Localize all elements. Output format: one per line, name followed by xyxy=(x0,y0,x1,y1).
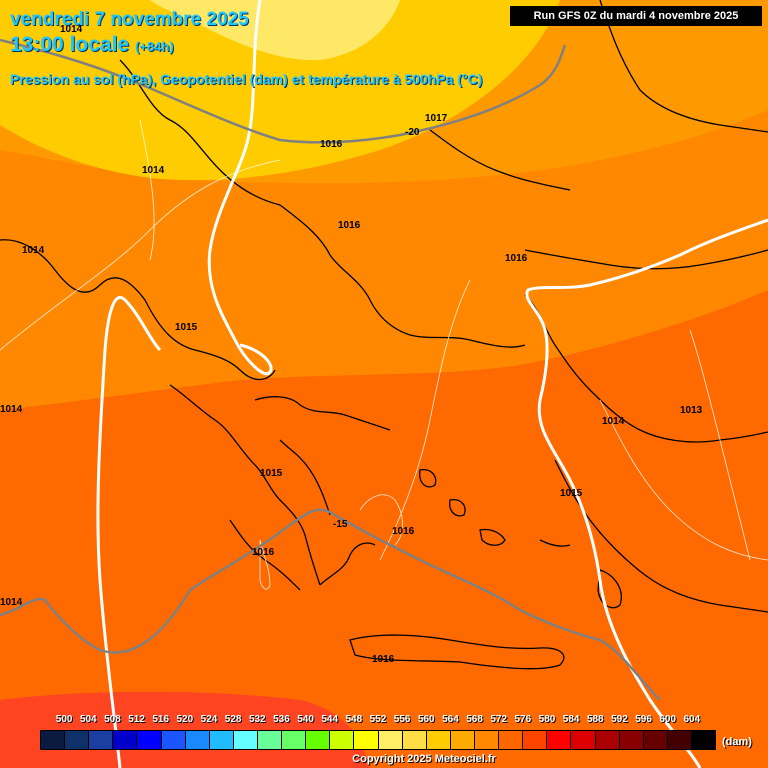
legend-value: 540 xyxy=(297,714,314,725)
legend-swatch xyxy=(571,731,596,749)
legend-labels: 500 504 508 512 516 520 524 528 532 536 540 544 548 5… xyxy=(40,714,720,728)
isotherm-label: -15 xyxy=(333,519,348,530)
isotherm-label: -20 xyxy=(405,127,420,138)
lead-time: (+84h) xyxy=(135,39,174,54)
isobar-label: 1014 xyxy=(60,24,83,35)
legend-value: 580 xyxy=(538,714,556,725)
legend-value: 532 xyxy=(248,714,266,725)
legend-value: 504 xyxy=(79,714,97,725)
isobar-label: 1015 xyxy=(260,468,283,479)
legend-swatch xyxy=(547,731,572,749)
isobar-1016-east xyxy=(525,218,768,768)
isobar-label: 1016 xyxy=(372,654,395,665)
legend-swatch xyxy=(619,731,644,749)
run-info-box: Run GFS 0Z du mardi 4 novembre 2025 xyxy=(510,6,762,26)
legend-value: 536 xyxy=(273,714,290,725)
coastlines xyxy=(0,0,768,670)
legend-value: 552 xyxy=(369,714,387,725)
isotherms xyxy=(0,38,661,701)
legend-swatch xyxy=(426,731,451,749)
legend-swatch xyxy=(474,731,500,749)
legend-swatch xyxy=(89,731,114,749)
legend-value: 596 xyxy=(635,714,652,725)
legend-value: 568 xyxy=(466,714,483,725)
legend-swatch xyxy=(161,731,186,749)
isobar-label: 1014 xyxy=(602,416,625,427)
legend-swatch xyxy=(185,731,210,749)
legend-value: 556 xyxy=(393,714,411,725)
legend-value: 516 xyxy=(152,714,170,725)
isobar-label: 1014 xyxy=(0,404,23,415)
legend-value: 592 xyxy=(611,714,628,725)
legend-swatch xyxy=(667,731,692,749)
isobar-label: 1013 xyxy=(680,405,703,416)
legend-value: 548 xyxy=(345,714,363,725)
isobar-1016-center xyxy=(207,0,273,376)
forecast-date: vendredi 7 novembre 2025 xyxy=(10,9,249,30)
legend-unit: (dam) xyxy=(722,736,752,748)
isobar-label: 1015 xyxy=(560,488,583,499)
legend-swatch xyxy=(378,731,403,749)
legend-swatch xyxy=(257,731,283,749)
legend-swatch xyxy=(306,731,331,749)
isobar-label: 1016 xyxy=(392,526,415,537)
field-description: Pression au sol (hPa), Geopotentiel (dam… xyxy=(10,71,483,87)
legend-value: 600 xyxy=(659,714,677,725)
isobar-label: 1016 xyxy=(252,547,275,558)
isobar-label: 1017 xyxy=(425,113,448,124)
legend-value: 572 xyxy=(490,714,508,725)
isobar-label: 1016 xyxy=(320,139,343,150)
legend-swatch xyxy=(354,731,379,749)
legend-value: 564 xyxy=(442,714,459,725)
legend-value: 520 xyxy=(176,714,194,725)
forecast-time-label: 13:00 locale xyxy=(10,33,130,56)
isotherm-minus15 xyxy=(0,508,661,701)
legend-value: 508 xyxy=(104,714,121,725)
legend-swatch xyxy=(595,731,620,749)
legend-swatch xyxy=(113,731,138,749)
legend-color-bar xyxy=(40,730,716,750)
legend-swatch xyxy=(643,731,668,749)
legend-value: 524 xyxy=(200,714,218,725)
isobar-label: 1015 xyxy=(175,322,198,333)
legend-value: 584 xyxy=(562,714,580,725)
isobar-label: 1014 xyxy=(0,597,23,608)
legend-value: 500 xyxy=(55,714,73,725)
band-lightyellow xyxy=(150,0,400,61)
band-yellow xyxy=(0,0,560,181)
legend-value: 576 xyxy=(514,714,532,725)
legend-swatch xyxy=(41,731,66,749)
copyright: Copyright 2025 Meteociel.fr xyxy=(352,753,496,765)
isotherm-labels: -20 -15 xyxy=(333,127,420,530)
legend-swatch xyxy=(450,731,475,749)
legend-value: 512 xyxy=(128,714,145,725)
legend-swatch xyxy=(499,731,524,749)
legend-value: 544 xyxy=(321,714,339,725)
legend-swatch xyxy=(209,731,234,749)
legend-swatch xyxy=(523,731,548,749)
isobar-label: 1014 xyxy=(142,165,165,176)
legend-value: 604 xyxy=(683,714,701,725)
legend-swatch xyxy=(330,731,355,749)
isotherm-minus20 xyxy=(0,38,567,144)
legend-swatch xyxy=(402,731,427,749)
isobar-labels: 1014 1014 1014 1015 1016 1016 1017 1016 … xyxy=(0,24,703,665)
isobar-1015-west xyxy=(96,296,162,768)
isobar-label: 1016 xyxy=(338,220,361,231)
legend-swatch xyxy=(691,731,716,749)
legend-value: 560 xyxy=(417,714,435,725)
legend-value: 588 xyxy=(586,714,604,725)
legend-swatch xyxy=(65,731,90,749)
isobar-label: 1016 xyxy=(505,253,528,264)
forecast-time: 13:00 locale (+84h) xyxy=(10,33,174,57)
legend-swatch xyxy=(282,731,307,749)
isobar-label: 1014 xyxy=(22,245,45,256)
legend-swatch xyxy=(137,731,162,749)
isobars xyxy=(96,0,768,768)
legend-swatch xyxy=(233,731,258,749)
legend-value: 528 xyxy=(224,714,242,725)
